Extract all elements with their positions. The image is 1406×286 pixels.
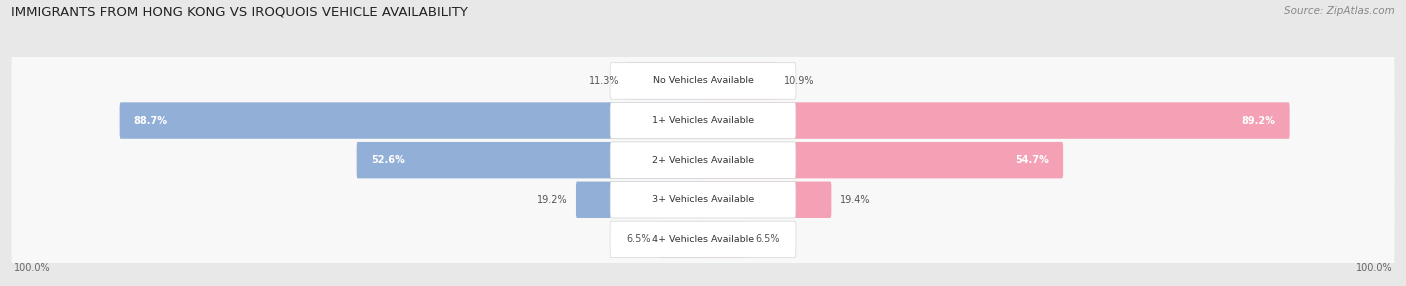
- Text: 100.0%: 100.0%: [1355, 263, 1392, 273]
- Text: 3+ Vehicles Available: 3+ Vehicles Available: [652, 195, 754, 204]
- Text: 6.5%: 6.5%: [626, 234, 651, 244]
- FancyBboxPatch shape: [357, 142, 704, 178]
- Text: 4+ Vehicles Available: 4+ Vehicles Available: [652, 235, 754, 244]
- Text: 54.7%: 54.7%: [1015, 155, 1049, 165]
- Text: 52.6%: 52.6%: [371, 155, 405, 165]
- FancyBboxPatch shape: [702, 63, 776, 99]
- Text: 89.2%: 89.2%: [1241, 116, 1275, 126]
- FancyBboxPatch shape: [11, 165, 1395, 234]
- Text: No Vehicles Available: No Vehicles Available: [652, 76, 754, 86]
- Text: 19.2%: 19.2%: [537, 195, 567, 205]
- FancyBboxPatch shape: [702, 182, 831, 218]
- Text: 100.0%: 100.0%: [14, 263, 51, 273]
- Text: 88.7%: 88.7%: [134, 116, 167, 126]
- FancyBboxPatch shape: [576, 182, 704, 218]
- Text: 6.5%: 6.5%: [755, 234, 780, 244]
- Text: IMMIGRANTS FROM HONG KONG VS IROQUOIS VEHICLE AVAILABILITY: IMMIGRANTS FROM HONG KONG VS IROQUOIS VE…: [11, 6, 468, 19]
- FancyBboxPatch shape: [610, 221, 796, 258]
- FancyBboxPatch shape: [120, 102, 704, 139]
- Text: 19.4%: 19.4%: [841, 195, 870, 205]
- Text: 11.3%: 11.3%: [589, 76, 619, 86]
- Text: 1+ Vehicles Available: 1+ Vehicles Available: [652, 116, 754, 125]
- FancyBboxPatch shape: [659, 221, 704, 258]
- FancyBboxPatch shape: [610, 142, 796, 178]
- Text: 2+ Vehicles Available: 2+ Vehicles Available: [652, 156, 754, 165]
- FancyBboxPatch shape: [610, 182, 796, 218]
- FancyBboxPatch shape: [11, 86, 1395, 155]
- FancyBboxPatch shape: [11, 126, 1395, 195]
- FancyBboxPatch shape: [610, 63, 796, 99]
- FancyBboxPatch shape: [702, 221, 747, 258]
- FancyBboxPatch shape: [702, 102, 1289, 139]
- FancyBboxPatch shape: [702, 142, 1063, 178]
- Text: 10.9%: 10.9%: [785, 76, 815, 86]
- FancyBboxPatch shape: [11, 47, 1395, 116]
- Text: Source: ZipAtlas.com: Source: ZipAtlas.com: [1284, 6, 1395, 16]
- FancyBboxPatch shape: [628, 63, 704, 99]
- FancyBboxPatch shape: [610, 102, 796, 139]
- FancyBboxPatch shape: [11, 205, 1395, 274]
